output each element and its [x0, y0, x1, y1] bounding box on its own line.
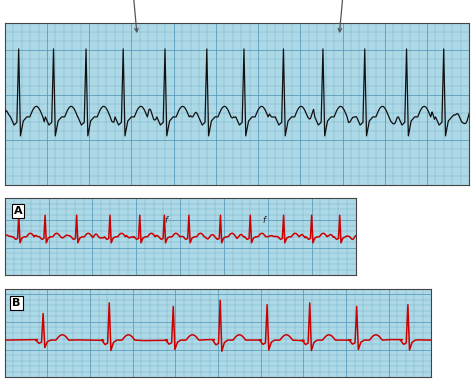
Text: f: f	[263, 216, 265, 225]
Text: The rhythm is irregularly
irregular.: The rhythm is irregularly irregular.	[295, 0, 402, 32]
Text: The sinus P wave is replaced by
erratic fibrillatory waves.: The sinus P wave is replaced by erratic …	[59, 0, 197, 32]
Text: f: f	[164, 216, 167, 225]
Text: B: B	[12, 298, 21, 308]
Text: A: A	[13, 206, 22, 216]
